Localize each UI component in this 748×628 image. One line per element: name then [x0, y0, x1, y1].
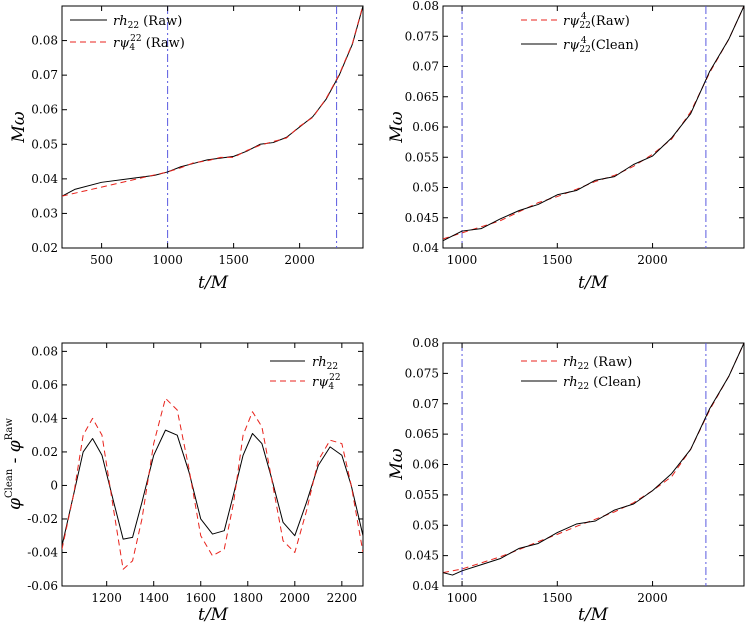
y-tick-label: 0.08 — [31, 344, 58, 358]
y-tick-label: 0 — [50, 478, 58, 492]
ticks: 1000 1500 2000 0.04 0.045 0.05 0.055 0.06 0.065 0… — [405, 336, 744, 605]
y-tick-label: 0.04 — [31, 172, 58, 186]
x-axis-label: t/M — [578, 605, 609, 625]
series-line-0 — [443, 6, 744, 240]
ticks: 1200 1400 1600 1800 2000 2200 -0.06 -0.04 -0.02 0… — [27, 343, 363, 605]
y-tick-label: 0.08 — [412, 0, 439, 13]
y-tick-label: 0.065 — [405, 427, 439, 441]
y-tick-label: 0.07 — [412, 397, 439, 411]
legend: rψ224 (Raw) rψ224 (Clean) — [521, 12, 639, 55]
y-tick-label: 0.06 — [412, 458, 439, 472]
y-tick-label: 0.075 — [405, 366, 439, 380]
x-tick-label: 1000 — [447, 253, 478, 267]
ticks: 1000 1500 2000 0.04 0.045 0.05 0.055 0.06 0.065 0… — [405, 0, 744, 267]
x-tick-label: 500 — [90, 253, 113, 267]
y-tick-label: 0.065 — [405, 90, 439, 104]
panel-2: 1000 1500 2000 0.04 0.045 0.05 0.055 0.06 0.065 0… — [387, 0, 745, 293]
ticks: 500 1000 1500 2000 0.02 0.03 0.04 0.05 0.06 0.07 0… — [31, 6, 363, 267]
y-tick-label: 0.06 — [412, 120, 439, 134]
y-tick-label: 0.02 — [31, 445, 58, 459]
y-tick-label: 0.04 — [412, 241, 439, 255]
x-tick-label: 1400 — [138, 591, 169, 605]
legend-label-rpsi22-4-raw: rψ224 (Raw) — [563, 12, 630, 31]
series-layer — [62, 397, 363, 570]
x-tick-label: 2200 — [327, 591, 358, 605]
y-tick-label: -0.04 — [27, 545, 58, 559]
x-tick-label: 1200 — [91, 591, 122, 605]
series-layer — [62, 6, 363, 197]
series-line-0 — [62, 429, 363, 546]
legend: rh22 (Raw) rψ422 (Raw) — [70, 14, 185, 53]
y-tick-label: 0.06 — [31, 103, 58, 117]
y-tick-label: 0.07 — [31, 68, 58, 82]
series-line-0 — [62, 6, 363, 197]
y-tick-label: 0.08 — [31, 34, 58, 48]
series-line-0 — [443, 343, 744, 574]
y-tick-label: 0.03 — [31, 206, 58, 220]
x-tick-label: 2000 — [637, 591, 668, 605]
y-tick-label: 0.05 — [412, 181, 439, 195]
y-axis-label: Mω — [387, 111, 407, 143]
y-axis-label: Mω — [9, 111, 29, 143]
y-tick-label: -0.02 — [27, 512, 58, 526]
y-tick-label: 0.055 — [405, 488, 439, 502]
legend-label-rh22-clean: rh22 (Clean) — [563, 375, 641, 392]
series-line-1 — [443, 6, 744, 242]
y-tick-label: 0.055 — [405, 150, 439, 164]
y-tick-label: 0.07 — [412, 60, 439, 74]
y-tick-label: 0.075 — [405, 29, 439, 43]
x-tick-label: 1800 — [233, 591, 264, 605]
plot-frame — [61, 342, 364, 587]
x-tick-label: 1600 — [185, 591, 216, 605]
x-tick-label: 1500 — [218, 253, 249, 267]
x-tick-label: 2000 — [280, 591, 311, 605]
x-tick-label: 1500 — [542, 591, 573, 605]
y-tick-label: 0.05 — [412, 518, 439, 532]
x-tick-label: 1500 — [542, 253, 573, 267]
panel-3: 1200 1400 1600 1800 2000 2200 -0.06 -0.04 -0.02 0… — [4, 342, 364, 625]
series-line-1 — [443, 343, 744, 576]
x-axis-label: t/M — [198, 605, 229, 625]
y-tick-label: 0.04 — [31, 411, 58, 425]
panel-1: 500 1000 1500 2000 0.02 0.03 0.04 0.05 0.06 0.07 0… — [9, 5, 364, 293]
series-line-1 — [62, 397, 363, 570]
y-tick-label: 0.045 — [405, 549, 439, 563]
y-tick-label: 0.05 — [31, 137, 58, 151]
y-tick-label: -0.06 — [27, 579, 58, 593]
y-tick-label: 0.045 — [405, 211, 439, 225]
y-tick-label: 0.02 — [31, 241, 58, 255]
legend-label-rh22-raw: rh22 (Raw) — [113, 14, 182, 31]
x-axis-label: t/M — [198, 273, 229, 293]
legend-label-rh22: rh22 — [312, 355, 338, 372]
series-layer — [443, 6, 744, 242]
vlines — [167, 6, 338, 248]
legend-label-rpsi4-22: rψ422 — [312, 373, 341, 392]
legend-label-rpsi4-22-raw: rψ422 (Raw) — [113, 34, 185, 53]
legend: rh22 rψ422 — [270, 355, 341, 392]
y-axis-label: φClean - φRaw — [4, 418, 25, 510]
legend-label-rpsi22-4-clean: rψ224 (Clean) — [563, 36, 639, 55]
panel-4: 1000 1500 2000 0.04 0.045 0.05 0.055 0.06 0.065 0… — [387, 336, 745, 625]
y-axis-label: Mω — [387, 448, 407, 480]
x-tick-label: 1000 — [152, 253, 183, 267]
series-line-1 — [62, 6, 363, 197]
legend: rh22 (Raw) rh22 (Clean) — [521, 355, 641, 392]
vlines — [461, 343, 707, 586]
x-tick-label: 1000 — [447, 591, 478, 605]
x-tick-label: 2000 — [284, 253, 315, 267]
y-tick-label: 0.06 — [31, 378, 58, 392]
plot-frame — [61, 5, 364, 249]
series-layer — [443, 343, 744, 576]
x-tick-label: 2000 — [637, 253, 668, 267]
legend-label-rh22-raw: rh22 (Raw) — [563, 355, 632, 372]
y-tick-label: 0.04 — [412, 579, 439, 593]
y-tick-label: 0.08 — [412, 336, 439, 350]
x-axis-label: t/M — [578, 273, 609, 293]
